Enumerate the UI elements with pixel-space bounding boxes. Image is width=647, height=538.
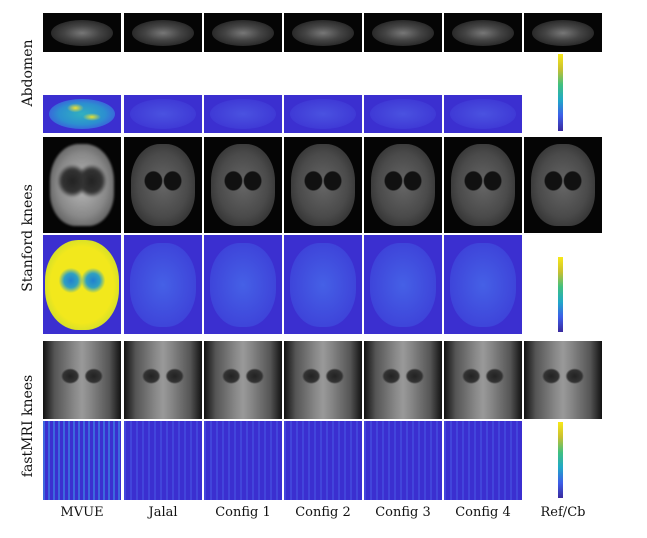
image-content [130,99,196,129]
row-label-stanford-knees: Stanford knees [20,184,36,292]
fastmri-error-jalal [124,421,202,500]
image-content [444,421,522,500]
abdomen-recon-mvue [43,13,121,52]
row-label-abdomen: Abdomen [20,39,36,107]
abdomen-recon-config-3 [364,13,442,52]
fastmri-recon-config-2 [284,341,362,419]
image-content [50,144,114,226]
abdomen-recon-ref-cb [524,13,602,52]
abdomen-error-mvue [43,95,121,133]
image-content [371,144,435,226]
fastmri-error-config-3 [364,421,442,500]
fastmri-recon-config-4 [444,341,522,419]
image-content [370,242,436,327]
stanford-recon-config-4 [444,137,522,233]
image-content [132,19,194,46]
column-label-jalal: Jalal [148,505,178,520]
image-content [372,19,434,46]
row-label-fastmri-knees: fastMRI knees [20,374,36,478]
image-content [43,341,121,419]
stanford-error-config-3 [364,235,442,334]
image-content [450,99,516,129]
image-content [532,19,594,46]
fastmri-error-config-4 [444,421,522,500]
image-content [284,341,362,419]
image-content [364,341,442,419]
image-content [292,19,354,46]
column-label-config-4: Config 4 [455,505,511,520]
image-content [204,341,282,419]
fastmri-error-mvue [43,421,121,500]
image-content [124,421,202,500]
image-content [49,99,115,129]
fastmri-recon-jalal [124,341,202,419]
image-content [531,144,595,226]
image-content [210,242,276,327]
image-content [444,341,522,419]
stanford-recon-config-2 [284,137,362,233]
stanford-error-config-4 [444,235,522,334]
fastmri-recon-config-1 [204,341,282,419]
fastmri-recon-mvue [43,341,121,419]
image-content [212,19,274,46]
fastmri-recon-config-3 [364,341,442,419]
colorbar-fastmri-knees [558,422,563,498]
image-content [452,19,514,46]
abdomen-error-jalal [124,95,202,133]
image-content [450,242,516,327]
image-content [211,144,275,226]
stanford-recon-mvue [43,137,121,233]
stanford-error-jalal [124,235,202,334]
image-content [124,341,202,419]
image-content [451,144,515,226]
image-content [364,421,442,500]
column-label-config-3: Config 3 [375,505,431,520]
column-label-mvue: MVUE [60,505,104,520]
abdomen-recon-jalal [124,13,202,52]
abdomen-recon-config-4 [444,13,522,52]
image-content [43,421,121,500]
abdomen-error-config-3 [364,95,442,133]
image-content [130,242,196,327]
image-content [51,19,113,46]
image-content [291,144,355,226]
image-content [131,144,195,226]
colorbar-abdomen [558,54,563,131]
image-content [45,239,119,330]
fastmri-error-config-1 [204,421,282,500]
abdomen-recon-config-1 [204,13,282,52]
abdomen-error-config-2 [284,95,362,133]
stanford-recon-config-3 [364,137,442,233]
image-content [210,99,276,129]
image-content [290,99,356,129]
stanford-recon-jalal [124,137,202,233]
image-content [284,421,362,500]
image-content [290,242,356,327]
column-label-config-2: Config 2 [295,505,351,520]
fastmri-error-config-2 [284,421,362,500]
abdomen-error-config-4 [444,95,522,133]
abdomen-recon-config-2 [284,13,362,52]
image-content [370,99,436,129]
abdomen-error-config-1 [204,95,282,133]
stanford-recon-ref-cb [524,137,602,233]
column-label-config-1: Config 1 [215,505,271,520]
image-content [524,341,602,419]
stanford-recon-config-1 [204,137,282,233]
column-label-ref-cb: Ref/Cb [540,505,586,520]
stanford-error-mvue [43,235,121,334]
fastmri-recon-ref-cb [524,341,602,419]
stanford-error-config-1 [204,235,282,334]
colorbar-stanford-knees [558,257,563,332]
stanford-error-config-2 [284,235,362,334]
image-content [204,421,282,500]
